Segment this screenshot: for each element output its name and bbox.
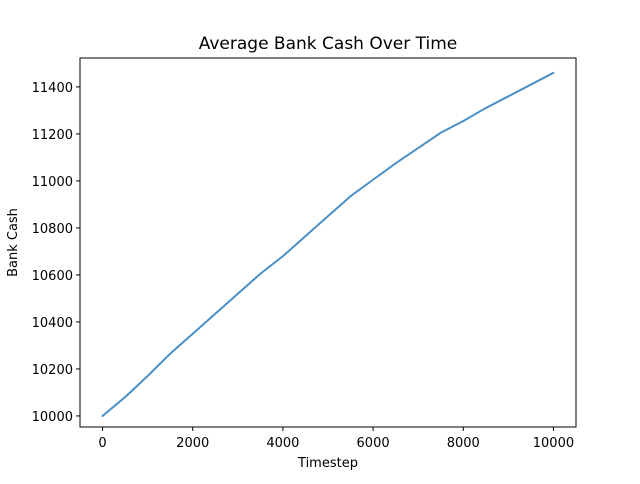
y-tick-label: 10000 (32, 410, 73, 425)
y-axis-label: Bank Cash (6, 208, 21, 277)
x-tick-label: 10000 (533, 436, 574, 451)
x-tick-label: 8000 (447, 436, 480, 451)
y-axis-ticks: 10000 10200 10400 10600 10800 11000 11200 11400 (32, 81, 80, 425)
y-tick-label: 10200 (32, 363, 73, 378)
series-line-1 (101, 71, 555, 417)
y-tick-label: 10800 (32, 222, 73, 237)
x-axis-label: Timestep (297, 456, 358, 471)
chart-title: Average Bank Cash Over Time (199, 34, 458, 54)
y-tick-label: 11000 (32, 175, 73, 190)
x-tick-label: 4000 (266, 436, 299, 451)
x-tick-label: 2000 (176, 436, 209, 451)
y-tick-label: 10600 (32, 269, 73, 284)
x-axis-ticks: 0 2000 4000 6000 8000 10000 (98, 427, 574, 451)
y-tick-label: 10400 (32, 316, 73, 331)
plot-area-frame (79, 57, 577, 428)
x-tick-label: 0 (98, 436, 106, 451)
y-tick-label: 11200 (32, 128, 73, 143)
y-tick-label: 11400 (32, 81, 73, 96)
x-tick-label: 6000 (357, 436, 390, 451)
series-layer (101, 71, 555, 417)
